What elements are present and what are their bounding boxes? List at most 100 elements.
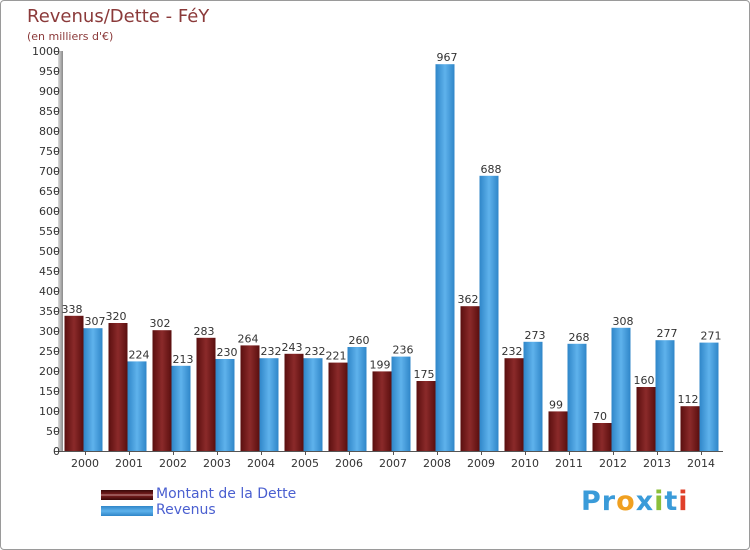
x-tick-label: 2006 — [335, 457, 363, 470]
label-revenus-2012: 308 — [613, 315, 634, 328]
bar-revenus-2011 — [567, 343, 587, 451]
y-axis-line — [58, 51, 63, 451]
bar-dette-2004 — [240, 345, 260, 451]
bar-dette-2003 — [196, 337, 216, 451]
bar-revenus-2010 — [523, 341, 543, 451]
bar-revenus-2012 — [611, 327, 631, 451]
logo-letter: i — [654, 486, 665, 517]
label-dette-2002: 302 — [150, 317, 171, 330]
x-tick-label: 2004 — [247, 457, 275, 470]
legend-item-revenue: Revenus — [101, 502, 361, 519]
legend-swatch-debt — [101, 490, 153, 500]
logo-letter: t — [664, 486, 679, 517]
x-tick-label: 2014 — [687, 457, 715, 470]
label-revenus-2006: 260 — [349, 334, 370, 347]
x-tick-label: 2012 — [599, 457, 627, 470]
logo-letter: x — [635, 486, 655, 517]
axes: 0 50 100 150 200 250 300 350 400 450 500 550 600 650 7… — [32, 45, 723, 470]
label-dette-2009: 362 — [458, 293, 479, 306]
bar-dette-2011 — [548, 411, 568, 451]
proxiti-logo: Proxiti — [581, 486, 689, 517]
bar-revenus-2000 — [83, 328, 103, 451]
logo-letter: P — [581, 486, 602, 517]
x-tick-label: 2010 — [511, 457, 539, 470]
y-tick-label: 450 — [39, 265, 60, 278]
x-tick-label: 2002 — [159, 457, 187, 470]
y-tick-label: 950 — [39, 65, 60, 78]
label-dette-2006: 221 — [326, 350, 347, 363]
label-revenus-2009: 688 — [481, 163, 502, 176]
y-tick-label: 500 — [39, 245, 60, 258]
y-tick-label: 1000 — [32, 45, 60, 58]
chart-title: Revenus/Dette - FéY — [27, 6, 210, 27]
y-tick-label: 600 — [39, 205, 60, 218]
label-revenus-2003: 230 — [217, 346, 238, 359]
bar-revenus-2005 — [303, 358, 323, 451]
logo-letter: r — [601, 486, 617, 517]
y-tick-label: 800 — [39, 125, 60, 138]
label-dette-2012: 70 — [593, 410, 607, 423]
bar-dette-2007 — [372, 371, 392, 451]
label-dette-2013: 160 — [634, 374, 655, 387]
bar-revenus-2007 — [391, 356, 411, 451]
label-revenus-2007: 236 — [393, 344, 414, 357]
x-tick-label: 2013 — [643, 457, 671, 470]
label-dette-2008: 175 — [414, 368, 435, 381]
x-tick-label: 2003 — [203, 457, 231, 470]
x-tick-label: 2009 — [467, 457, 495, 470]
legend-label-revenue: Revenus — [156, 502, 216, 518]
label-revenus-2008: 967 — [437, 51, 458, 64]
label-dette-2007: 199 — [370, 358, 391, 371]
y-tick-label: 750 — [39, 145, 60, 158]
bars — [64, 64, 719, 452]
label-revenus-2014: 271 — [701, 330, 722, 343]
y-tick-label: 700 — [39, 165, 60, 178]
y-tick-label: 0 — [53, 445, 60, 458]
label-revenus-2010: 273 — [525, 329, 546, 342]
bar-dette-2014 — [680, 406, 700, 451]
bar-revenus-2008 — [435, 64, 455, 451]
y-tick-label: 300 — [39, 325, 60, 338]
legend-label-debt: Montant de la Dette — [156, 486, 297, 502]
y-tick-label: 100 — [39, 405, 60, 418]
x-tick-label: 2008 — [423, 457, 451, 470]
label-revenus-2013: 277 — [657, 327, 678, 340]
y-tick-label: 150 — [39, 385, 60, 398]
label-revenus-2001: 224 — [129, 348, 150, 361]
bar-revenus-2002 — [171, 365, 191, 451]
label-dette-2014: 112 — [678, 393, 699, 406]
x-tick-label: 2007 — [379, 457, 407, 470]
bar-revenus-2001 — [127, 361, 147, 451]
x-tick-label: 2011 — [555, 457, 583, 470]
logo-letter: i — [678, 486, 689, 517]
x-tick-label: 2005 — [291, 457, 319, 470]
bar-dette-2009 — [460, 306, 480, 451]
y-tick-label: 650 — [39, 185, 60, 198]
legend-item-debt: Montant de la Dette — [101, 486, 361, 503]
legend: Montant de la Dette Revenus — [101, 486, 361, 519]
y-tick-label: 400 — [39, 285, 60, 298]
y-tick-label: 900 — [39, 85, 60, 98]
x-tick-label: 2001 — [115, 457, 143, 470]
label-dette-2001: 320 — [106, 310, 127, 323]
y-tick-label: 550 — [39, 225, 60, 238]
label-dette-2010: 232 — [502, 345, 523, 358]
y-tick-label: 200 — [39, 365, 60, 378]
label-revenus-2005: 232 — [305, 345, 326, 358]
bar-revenus-2014 — [699, 342, 719, 451]
bar-dette-2006 — [328, 362, 348, 451]
label-dette-2003: 283 — [194, 325, 215, 338]
bar-dette-2010 — [504, 358, 524, 451]
bar-revenus-2003 — [215, 359, 235, 451]
bar-dette-2012 — [592, 423, 612, 451]
y-tick-label: 850 — [39, 105, 60, 118]
y-tick-label: 350 — [39, 305, 60, 318]
bar-dette-2000 — [64, 315, 84, 451]
bar-dette-2001 — [108, 323, 128, 451]
label-dette-2005: 243 — [282, 341, 303, 354]
label-dette-2004: 264 — [238, 332, 259, 345]
label-dette-2000: 338 — [62, 303, 83, 316]
bar-dette-2002 — [152, 330, 172, 451]
